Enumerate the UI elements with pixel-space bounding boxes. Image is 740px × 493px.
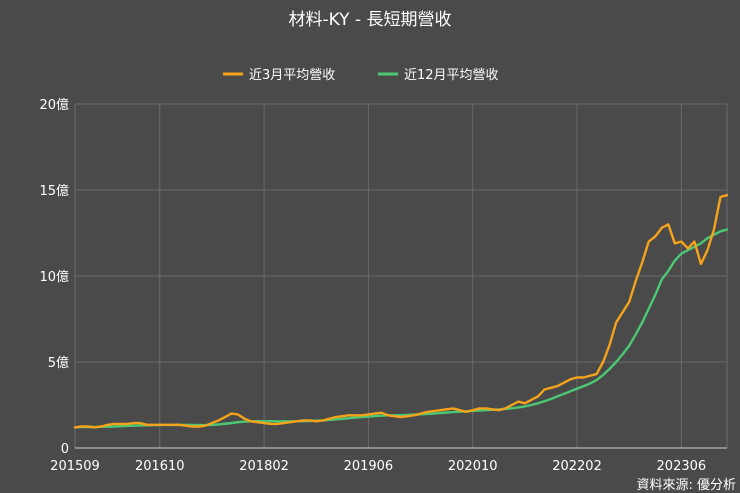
x-tick-label: 202202 [552,459,602,474]
y-tick-label: 15億 [39,183,69,199]
series-line-12m-avg [73,228,729,429]
y-tick-label: 20億 [39,97,69,113]
x-tick-label: 201509 [50,459,100,474]
chart-title: 材料-KY - 長短期營收 [288,10,451,30]
legend: 近3月平均營收 近12月平均營收 [223,68,499,83]
legend-label-12m: 近12月平均營收 [404,68,499,83]
x-tick-label: 202010 [448,459,498,474]
series-line-3m-avg [73,193,729,429]
x-tick-label: 201802 [239,459,289,474]
y-tick-label: 0 [61,442,69,457]
grid [74,103,728,449]
x-tick-label: 201610 [135,459,185,474]
y-tick-label: 5億 [48,355,69,371]
y-tick-label: 10億 [39,269,69,285]
legend-label-3m: 近3月平均營收 [249,68,335,83]
axes: 0 5億 10億 15億 20億 201509 201610 201802 201906 2020… [39,97,727,474]
x-tick-label: 202306 [657,459,707,474]
series [73,193,729,429]
source-note: 資料來源: 優分析 [636,478,736,493]
x-tick-label: 201906 [344,459,394,474]
